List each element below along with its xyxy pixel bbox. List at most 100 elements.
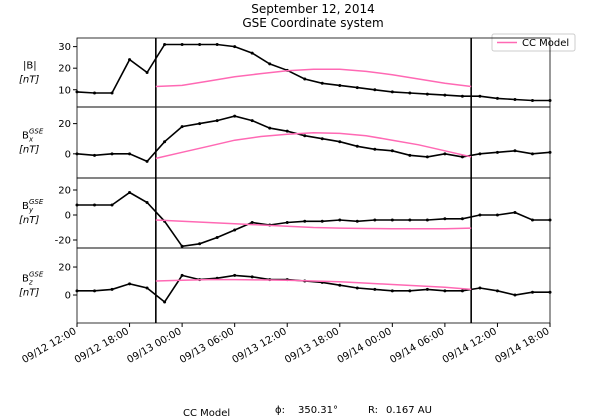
y-label-unit: [nT] (19, 215, 39, 226)
data-point (180, 125, 184, 129)
data-point (110, 287, 114, 291)
data-point (478, 286, 482, 290)
data-point (495, 96, 499, 100)
data-point (530, 218, 534, 222)
data-point (460, 94, 464, 98)
data-point (408, 289, 412, 293)
x-tick-label: 09/13 06:00 (178, 326, 236, 366)
data-point (530, 152, 534, 156)
data-point (548, 99, 552, 103)
data-point (268, 62, 272, 66)
data-point (233, 114, 237, 118)
data-point (495, 289, 499, 293)
data-point (373, 218, 377, 222)
data-point (320, 219, 324, 223)
y-tick-label: -20 (55, 236, 71, 247)
data-point (425, 92, 429, 96)
x-tick-label: 09/14 00:00 (336, 326, 394, 366)
data-point (478, 213, 482, 217)
data-point (443, 289, 447, 293)
data-point (425, 287, 429, 291)
data-point (285, 129, 289, 133)
data-line (77, 191, 550, 248)
data-point (303, 219, 307, 223)
data-point (355, 286, 359, 290)
panel-frame (76, 177, 551, 249)
data-point (198, 122, 202, 126)
x-tick-label: 09/12 18:00 (73, 326, 131, 366)
data-point (338, 283, 342, 287)
data-point (250, 51, 254, 55)
data-point (180, 244, 184, 248)
data-point (338, 140, 342, 144)
y-label-sub: z (28, 279, 33, 287)
x-tick-label: 09/14 12:00 (441, 326, 499, 366)
data-point (373, 88, 377, 92)
data-point (75, 289, 79, 293)
info-r-label: R: (368, 405, 378, 416)
data-point (303, 134, 307, 138)
data-point (548, 218, 552, 222)
data-point (198, 242, 202, 246)
data-point (145, 201, 149, 204)
data-point (145, 71, 149, 74)
y-label-base: B (22, 201, 29, 212)
y-label-base: B (22, 274, 29, 285)
panel-frame (76, 247, 551, 324)
data-point (180, 42, 184, 46)
data-point (390, 289, 394, 293)
info-r: 0.167 AU (386, 405, 432, 416)
y-tick-label: 0 (65, 211, 71, 222)
y-label-unit: [nT] (19, 288, 39, 299)
data-point (495, 213, 499, 217)
data-point (215, 236, 219, 239)
data-point (513, 97, 517, 101)
info-name: CC Model (183, 408, 230, 417)
data-point (285, 221, 289, 224)
data-point (145, 159, 149, 163)
y-tick-label: 10 (58, 85, 71, 96)
data-point (443, 217, 447, 221)
data-point (408, 91, 412, 95)
data-point (408, 153, 412, 157)
info-phi-label: ϕ: (275, 405, 285, 416)
data-point (530, 99, 534, 103)
x-tick-label: 09/12 12:00 (20, 326, 78, 366)
data-point (233, 45, 237, 49)
x-tick-label: 09/13 18:00 (283, 326, 341, 366)
data-point (128, 152, 132, 156)
model-line (155, 278, 472, 291)
data-point (355, 219, 359, 223)
y-label-base: |B| (23, 61, 37, 72)
chart-title: September 12, 2014 (251, 2, 375, 16)
data-point (425, 218, 429, 222)
y-tick-label: 20 (58, 186, 71, 197)
model-line (155, 219, 472, 230)
data-point (215, 42, 219, 46)
data-point (495, 150, 499, 154)
data-point (110, 91, 114, 95)
data-point (198, 42, 202, 46)
data-point (425, 155, 429, 159)
y-label-sup: GSE (29, 198, 44, 206)
data-point (128, 58, 132, 62)
y-tick-label: 20 (58, 119, 71, 130)
data-point (75, 203, 79, 207)
data-point (390, 149, 394, 153)
model-line (155, 68, 472, 88)
data-point (355, 144, 359, 148)
data-line (76, 115, 551, 163)
data-point (268, 126, 272, 130)
data-point (180, 273, 184, 277)
data-line (76, 43, 550, 102)
data-point (548, 290, 552, 294)
data-point (128, 191, 132, 194)
data-point (93, 91, 97, 95)
data-point (250, 119, 254, 123)
data-point (320, 137, 324, 141)
info-phi: 350.31° (298, 405, 338, 416)
